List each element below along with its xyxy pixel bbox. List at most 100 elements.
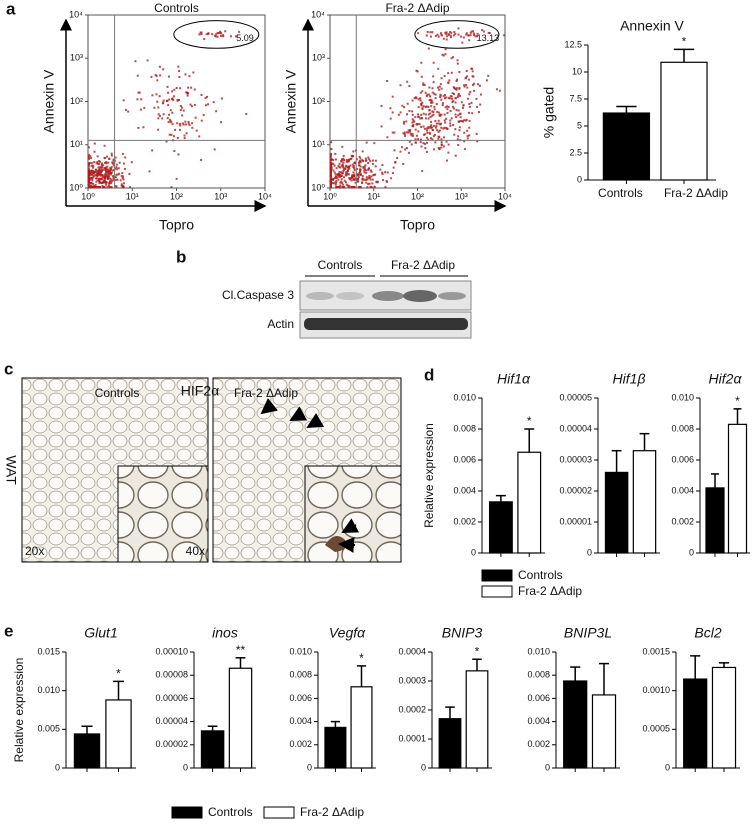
event-dot: [445, 127, 448, 130]
event-dot: [455, 108, 458, 111]
event-dot: [416, 113, 419, 116]
event-dot: [137, 126, 140, 129]
event-dot: [353, 168, 356, 171]
panel-label: b: [176, 247, 186, 266]
event-dot: [89, 161, 92, 164]
event-dot: [184, 120, 187, 123]
event-dot: [105, 168, 108, 171]
event-dot: [107, 174, 110, 177]
event-dot: [452, 56, 455, 59]
event-dot: [386, 79, 389, 82]
event-dot: [432, 113, 435, 116]
event-dot: [99, 178, 102, 181]
chart-title: Hif1α: [497, 371, 531, 387]
event-dot: [118, 172, 121, 175]
chart-title: inos: [212, 625, 238, 641]
event-dot: [457, 109, 460, 112]
event-dot: [460, 101, 463, 104]
event-dot: [436, 129, 439, 132]
y-tick-label: 0.002: [453, 516, 476, 526]
event-dot: [87, 162, 90, 165]
event-dot: [95, 173, 98, 176]
arrow: [289, 406, 308, 421]
event-dot: [96, 155, 99, 158]
event-dot: [408, 85, 411, 88]
event-dot: [443, 94, 446, 97]
event-dot: [336, 186, 339, 189]
event-dot: [100, 162, 103, 165]
chart-title: BNIP3: [442, 625, 483, 641]
event-dot: [98, 178, 101, 181]
event-dot: [421, 90, 424, 93]
event-dot: [468, 78, 471, 81]
event-dot: [339, 181, 342, 184]
event-dot: [90, 164, 93, 167]
event-dot: [177, 99, 180, 102]
event-dot: [412, 134, 415, 137]
event-dot: [103, 174, 106, 177]
event-dot: [371, 162, 374, 165]
event-dot: [452, 123, 455, 126]
event-dot: [386, 180, 389, 183]
event-dot: [469, 34, 472, 37]
event-dot: [450, 31, 453, 34]
y-tick-label: 0.00001: [559, 516, 592, 526]
event-dot: [90, 173, 93, 176]
y-tick-label: 0.002: [671, 516, 694, 526]
event-dot: [169, 109, 172, 112]
bar: [488, 501, 513, 554]
event-dot: [109, 173, 112, 176]
event-dot: [468, 102, 471, 105]
event-dot: [112, 158, 115, 161]
event-dot: [373, 142, 376, 145]
event-dot: [405, 147, 408, 150]
plot-frame: [87, 14, 266, 189]
event-dot: [367, 156, 370, 159]
event-dot: [168, 113, 171, 116]
event-dot: [453, 31, 456, 34]
event-dot: [468, 39, 471, 42]
y-tick-label: 0.006: [453, 454, 476, 464]
event-dot: [408, 109, 411, 112]
event-dot: [445, 117, 448, 120]
legend-label: Controls: [208, 805, 253, 819]
event-dot: [329, 186, 332, 189]
event-dot: [440, 126, 443, 129]
event-dot: [465, 84, 468, 87]
event-dot: [332, 169, 335, 172]
event-dot: [95, 180, 98, 183]
event-dot: [445, 38, 448, 41]
event-dot: [436, 33, 439, 36]
event-dot: [454, 32, 457, 35]
event-dot: [329, 168, 332, 171]
event-dot: [433, 108, 436, 111]
event-dot: [457, 33, 460, 36]
event-dot: [415, 134, 418, 137]
event-dot: [348, 177, 351, 180]
event-dot: [97, 170, 100, 173]
event-dot: [406, 102, 409, 105]
event-dot: [470, 30, 473, 33]
event-dot: [442, 145, 445, 148]
event-dot: [420, 113, 423, 116]
event-dot: [99, 181, 102, 184]
event-dot: [439, 93, 442, 96]
y-tick-label: 0.010: [671, 392, 694, 402]
event-dot: [127, 110, 130, 113]
event-dot: [330, 177, 333, 180]
event-dot: [441, 104, 444, 107]
bar: [200, 730, 225, 769]
event-dot: [345, 164, 348, 167]
event-dot: [421, 170, 424, 173]
event-dot: [405, 120, 408, 123]
event-dot: [392, 166, 395, 169]
event-dot: [482, 30, 485, 33]
event-dot: [471, 70, 474, 73]
event-dot: [440, 122, 443, 125]
event-dot: [366, 178, 369, 181]
event-dot: [441, 53, 444, 56]
event-dot: [411, 110, 414, 113]
event-dot: [156, 79, 159, 82]
event-dot: [369, 178, 372, 181]
